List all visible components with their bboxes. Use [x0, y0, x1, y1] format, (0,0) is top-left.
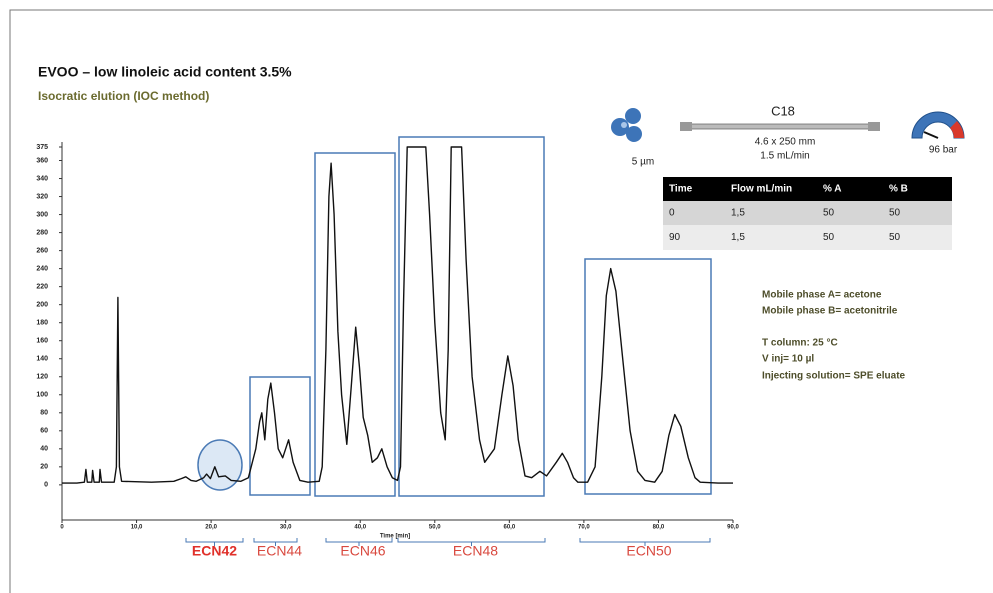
condition-line: V inj= 10 µl — [762, 354, 814, 365]
chart-subtitle: Isocratic elution (IOC method) — [38, 89, 209, 103]
x-tick-label: 20,0 — [205, 525, 217, 531]
table-cell: 1,5 — [731, 232, 745, 243]
y-tick-label: 40 — [40, 446, 48, 453]
y-tick-label: 240 — [36, 265, 48, 272]
table-header-cell: % A — [823, 184, 842, 195]
y-tick-label: 20 — [40, 464, 48, 471]
x-tick-label: 90,0 — [727, 525, 739, 531]
y-tick-label: 140 — [36, 356, 48, 363]
y-tick-label: 260 — [36, 247, 48, 254]
x-tick-label: 60,0 — [503, 525, 515, 531]
x-tick-label: 80,0 — [653, 525, 665, 531]
pressure: 96 bar — [929, 145, 958, 156]
table-cell: 0 — [669, 208, 675, 219]
column-flow: 1.5 mL/min — [760, 151, 809, 162]
condition-line: Mobile phase A= acetone — [762, 290, 882, 301]
table-header-cell: Time — [669, 184, 693, 195]
y-tick-label: 320 — [36, 193, 48, 200]
table-cell: 1,5 — [731, 208, 745, 219]
y-tick-label: 360 — [36, 157, 48, 164]
x-axis-label: Time [min] — [380, 534, 410, 540]
y-tick-label: 100 — [36, 392, 48, 399]
y-tick-label: 120 — [36, 374, 48, 381]
condition-line: Mobile phase B= acetonitrile — [762, 306, 898, 317]
table-row-bg — [663, 201, 952, 225]
column-dimensions: 4.6 x 250 mm — [755, 137, 816, 148]
column-name: C18 — [771, 103, 795, 118]
group-label: ECN48 — [453, 543, 498, 559]
table-cell: 50 — [889, 208, 901, 219]
group-label: ECN44 — [257, 543, 302, 559]
table-cell: 90 — [669, 232, 681, 243]
x-tick-label: 10,0 — [131, 525, 143, 531]
group-label: ECN46 — [340, 543, 385, 559]
y-tick-label: 220 — [36, 283, 48, 290]
y-tick-label: 160 — [36, 338, 48, 345]
x-tick-label: 50,0 — [429, 525, 441, 531]
particle-size: 5 µm — [632, 157, 654, 168]
table-header-cell: Flow mL/min — [731, 184, 792, 195]
x-tick-label: 30,0 — [280, 525, 292, 531]
y-tick-label: 375 — [36, 144, 48, 151]
highlight-circle — [198, 440, 242, 490]
y-tick-label: 60 — [40, 428, 48, 435]
y-tick-label: 300 — [36, 211, 48, 218]
table-cell: 50 — [823, 208, 835, 219]
y-tick-label: 340 — [36, 175, 48, 182]
y-tick-label: 0 — [44, 482, 48, 489]
table-header-bg — [663, 177, 952, 201]
y-tick-label: 280 — [36, 229, 48, 236]
chart: EVOO – low linoleic acid content 3.5% Is… — [0, 0, 993, 593]
x-tick-label: 70,0 — [578, 525, 590, 531]
y-tick-label: 80 — [40, 410, 48, 417]
y-tick-label: 200 — [36, 302, 48, 309]
y-tick-label: 180 — [36, 320, 48, 327]
table-row-bg — [663, 225, 952, 250]
condition-line: Injecting solution= SPE eluate — [762, 371, 906, 382]
chart-title: EVOO – low linoleic acid content 3.5% — [38, 64, 292, 80]
table-header-cell: % B — [889, 184, 908, 195]
x-tick-label: 40,0 — [354, 525, 366, 531]
table-cell: 50 — [823, 232, 835, 243]
condition-line: T column: 25 °C — [762, 338, 838, 349]
table-cell: 50 — [889, 232, 901, 243]
group-label: ECN42 — [192, 543, 237, 559]
group-label: ECN50 — [626, 543, 671, 559]
